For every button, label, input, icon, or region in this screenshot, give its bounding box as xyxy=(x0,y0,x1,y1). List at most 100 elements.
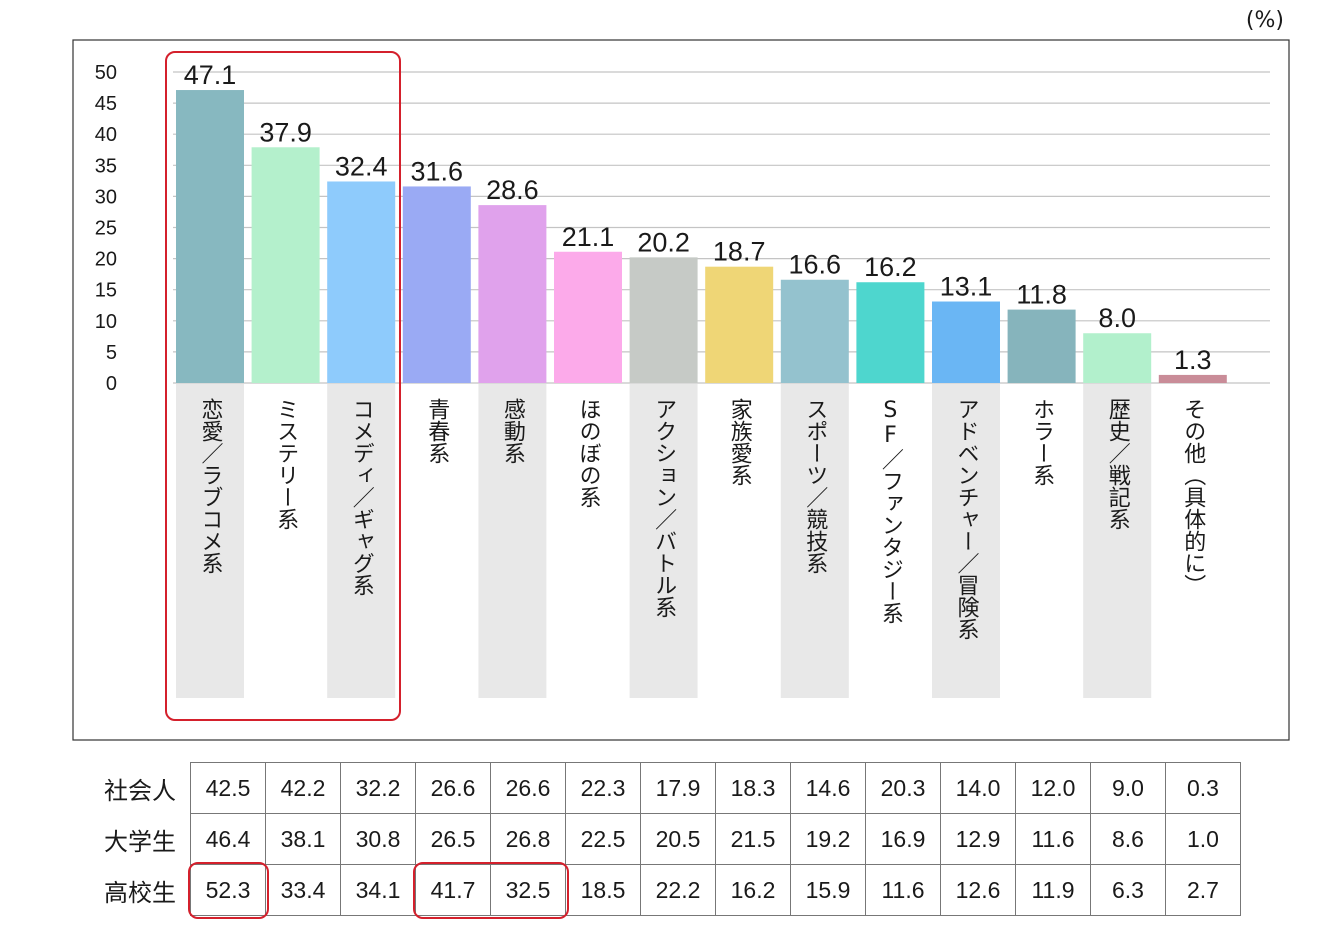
table-row: 高校生 52.3 33.4 34.1 41.7 32.5 18.5 22.2 16.2 15.9 1… xyxy=(76,864,1241,916)
category-label-bg xyxy=(327,384,396,698)
table-cell: 12.6 xyxy=(940,864,1016,916)
value-label: 32.4 xyxy=(335,151,388,181)
table-cell: 46.4 xyxy=(190,813,266,865)
table-cell: 26.6 xyxy=(490,762,566,814)
table-cell: 6.3 xyxy=(1090,864,1166,916)
value-label: 20.2 xyxy=(637,227,690,257)
y-tick-label: 20 xyxy=(95,249,117,271)
value-label: 37.9 xyxy=(259,117,312,147)
value-label: 16.6 xyxy=(789,250,842,280)
value-label: 31.6 xyxy=(411,156,464,186)
category-label: 家族愛系 xyxy=(727,398,753,486)
table-cell: 0.3 xyxy=(1165,762,1241,814)
bar xyxy=(705,266,774,383)
breakdown-table: 社会人 42.5 42.2 32.2 26.6 26.6 22.3 17.9 18.3 14.6 2… xyxy=(76,762,1241,916)
category-label: ほのぼの系 xyxy=(576,398,601,508)
category-label: スポーツ／競技系 xyxy=(802,398,828,574)
y-tick-label: 10 xyxy=(95,311,117,333)
table-cell: 16.2 xyxy=(715,864,791,916)
table-cell: 8.6 xyxy=(1090,813,1166,865)
bar xyxy=(629,257,698,383)
y-tick-label: 30 xyxy=(95,186,117,208)
table-cell: 20.3 xyxy=(865,762,941,814)
chart-frame xyxy=(72,39,1290,741)
bar xyxy=(780,279,849,383)
category-label: 歴史／戦記系 xyxy=(1105,398,1131,530)
table-cell: 16.9 xyxy=(865,813,941,865)
table-cell: 11.6 xyxy=(865,864,941,916)
row-label: 社会人 xyxy=(104,776,176,805)
table-cell: 12.9 xyxy=(940,813,1016,865)
table-row: 社会人 42.5 42.2 32.2 26.6 26.6 22.3 17.9 18.3 14.6 2… xyxy=(76,762,1241,814)
y-tick-label: 35 xyxy=(95,155,117,177)
row-label: 大学生 xyxy=(104,827,176,856)
bar xyxy=(327,181,396,383)
category-label: アクション／バトル系 xyxy=(651,398,677,618)
y-tick-label: 0 xyxy=(106,373,117,395)
table-cell: 32.5 xyxy=(490,864,566,916)
bar xyxy=(932,301,1000,383)
table-cell: 18.5 xyxy=(565,864,641,916)
category-label-bg xyxy=(780,384,849,698)
table-cell: 15.9 xyxy=(790,864,866,916)
unit-label: (%) xyxy=(1245,8,1284,33)
bar xyxy=(856,282,925,383)
cell-highlight-box xyxy=(412,861,569,919)
category-label: アドベンチャー／冒険系 xyxy=(954,398,980,640)
table-cell: 1.0 xyxy=(1165,813,1241,865)
table-cell: 12.0 xyxy=(1015,762,1091,814)
value-labels: 47.1 37.9 32.4 31.6 28.6 21.1 20.2 18.7 16.6 16.2… xyxy=(184,60,1212,375)
category-label-bg xyxy=(1083,384,1152,698)
highlight-box-top3 xyxy=(165,51,401,721)
category-labels: 恋愛／ラブコメ系 ミステリー系 コメディ／ギャグ系 青春系 感動系 ほのぼの系 アクション／… xyxy=(198,398,1207,640)
table-cell: 33.4 xyxy=(265,864,341,916)
value-label: 47.1 xyxy=(184,60,237,90)
category-label: SF／ファンタジー系 xyxy=(878,398,904,624)
value-label: 18.7 xyxy=(713,237,766,267)
table-cell: 11.9 xyxy=(1015,864,1091,916)
bars xyxy=(176,90,1227,384)
y-tick-label: 25 xyxy=(95,218,117,240)
table-cell: 20.5 xyxy=(640,813,716,865)
bar xyxy=(554,251,622,383)
category-label: ミステリー系 xyxy=(273,398,298,530)
table-cell: 42.5 xyxy=(190,762,266,814)
value-label: 16.2 xyxy=(864,252,917,282)
bar-chart: 47.1 37.9 32.4 31.6 28.6 21.1 20.2 18.7 16.6 16.2… xyxy=(72,39,1290,741)
category-label-bg xyxy=(478,384,547,698)
table-cell: 26.5 xyxy=(415,813,491,865)
y-axis-ticks: 0 5 10 15 20 25 30 35 40 45 50 xyxy=(95,62,117,395)
category-label: コメディ／ギャグ系 xyxy=(349,398,375,596)
table-cell: 22.5 xyxy=(565,813,641,865)
table-cell: 14.0 xyxy=(940,762,1016,814)
category-label: 恋愛／ラブコメ系 xyxy=(198,398,224,574)
category-label-bg xyxy=(932,384,1000,698)
row-label: 高校生 xyxy=(104,878,176,907)
category-label-bg xyxy=(176,384,244,698)
table-cell: 18.3 xyxy=(715,762,791,814)
table-cell: 22.3 xyxy=(565,762,641,814)
category-backgrounds xyxy=(176,384,1152,698)
table-cell: 19.2 xyxy=(790,813,866,865)
y-tick-label: 50 xyxy=(95,62,117,84)
table-cell: 2.7 xyxy=(1165,864,1241,916)
value-label: 13.1 xyxy=(940,272,993,302)
y-tick-label: 40 xyxy=(95,124,117,146)
value-label: 28.6 xyxy=(486,175,539,205)
table-cell: 34.1 xyxy=(340,864,416,916)
table-cell: 26.8 xyxy=(490,813,566,865)
bar xyxy=(1158,374,1227,383)
table-cell: 52.3 xyxy=(190,864,266,916)
table-row: 大学生 46.4 38.1 30.8 26.5 26.8 22.5 20.5 21.5 19.2 1… xyxy=(76,813,1241,865)
value-label: 11.8 xyxy=(1016,280,1067,310)
table-cell: 11.6 xyxy=(1015,813,1091,865)
category-label: 感動系 xyxy=(500,398,526,464)
y-tick-label: 45 xyxy=(95,93,117,115)
cell-highlight-box xyxy=(187,861,269,919)
table-cell: 22.2 xyxy=(640,864,716,916)
value-label: 1.3 xyxy=(1174,345,1212,375)
bar xyxy=(402,186,471,383)
value-label: 8.0 xyxy=(1098,303,1136,333)
bar xyxy=(251,147,320,383)
table-cell: 26.6 xyxy=(415,762,491,814)
